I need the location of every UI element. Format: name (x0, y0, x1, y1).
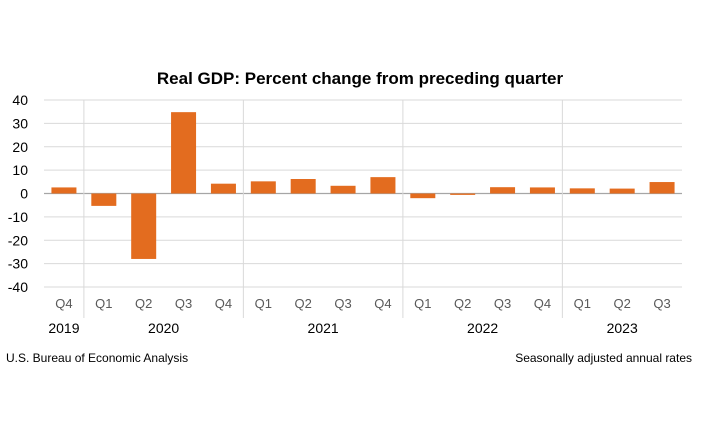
year-label: 2021 (308, 320, 339, 336)
source-note: U.S. Bureau of Economic Analysis (6, 351, 188, 365)
quarter-label: Q2 (614, 296, 631, 311)
bar (450, 193, 476, 195)
y-tick-label: 20 (12, 139, 28, 155)
y-tick-label: 0 (20, 186, 28, 202)
quarter-label: Q4 (374, 296, 391, 311)
bar (370, 177, 396, 194)
year-label: 2023 (607, 320, 638, 336)
quarter-label: Q3 (653, 296, 670, 311)
quarter-label: Q1 (414, 296, 431, 311)
y-tick-label: -10 (8, 209, 28, 225)
quarter-label: Q3 (494, 296, 511, 311)
y-tick-label: -20 (8, 232, 28, 248)
bar (290, 179, 316, 194)
quarter-label: Q1 (95, 296, 112, 311)
bars (51, 112, 675, 259)
bar (609, 188, 635, 194)
year-label: 2020 (148, 320, 179, 336)
bar (569, 188, 595, 194)
quarter-label: Q4 (55, 296, 72, 311)
y-tick-label: -30 (8, 256, 28, 272)
quarter-label: Q1 (255, 296, 272, 311)
bar (51, 187, 77, 194)
bar (210, 183, 236, 194)
quarter-label: Q4 (534, 296, 551, 311)
quarter-label: Q1 (574, 296, 591, 311)
year-label: 2022 (467, 320, 498, 336)
bar (131, 193, 157, 259)
seasonal-note: Seasonally adjusted annual rates (515, 351, 692, 365)
bar (410, 193, 436, 199)
bar (330, 185, 356, 194)
y-tick-label: 40 (12, 92, 28, 108)
quarter-label: Q3 (175, 296, 192, 311)
y-tick-label: -40 (8, 279, 28, 295)
bar (529, 187, 555, 194)
chart-title: Real GDP: Percent change from preceding … (157, 69, 564, 88)
bar (91, 193, 117, 206)
bar (490, 187, 516, 194)
y-axis-ticks: -40 -30 -20 -10 0 10 20 30 40 (8, 92, 28, 295)
quarter-label: Q2 (135, 296, 152, 311)
bar (649, 182, 675, 194)
year-label: 2019 (48, 320, 79, 336)
quarter-label: Q3 (334, 296, 351, 311)
bar (171, 112, 197, 194)
quarter-label: Q2 (454, 296, 471, 311)
quarter-label: Q4 (215, 296, 232, 311)
quarter-label: Q2 (295, 296, 312, 311)
y-tick-label: 10 (12, 162, 28, 178)
bar (250, 181, 276, 194)
y-tick-label: 30 (12, 115, 28, 131)
x-axis-ticks: Q4 Q1 Q2 Q3 Q4 Q1 Q2 Q3 Q4 Q1 Q2 Q3 Q4 Q1 Q2 Q3 2019 2020… (48, 296, 670, 336)
